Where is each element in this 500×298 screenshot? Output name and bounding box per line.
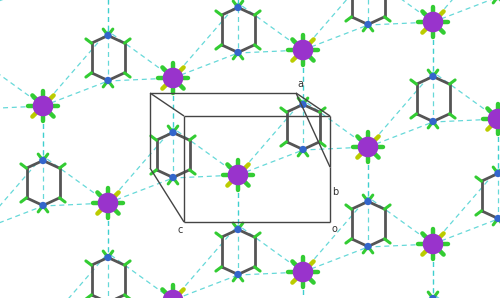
- Point: [104, 33, 112, 38]
- Point: [429, 20, 437, 24]
- Point: [234, 173, 242, 177]
- Point: [299, 48, 307, 52]
- Text: a: a: [297, 79, 303, 89]
- Text: b: b: [332, 187, 338, 197]
- Point: [234, 50, 242, 55]
- Point: [364, 22, 372, 27]
- Point: [234, 227, 242, 232]
- Point: [429, 242, 437, 246]
- Point: [494, 117, 500, 121]
- Point: [299, 102, 307, 107]
- Point: [169, 175, 177, 180]
- Point: [39, 104, 47, 108]
- Point: [429, 119, 437, 124]
- Point: [169, 76, 177, 80]
- Point: [104, 255, 112, 260]
- Point: [169, 130, 177, 135]
- Point: [429, 296, 437, 298]
- Point: [104, 78, 112, 83]
- Text: o: o: [332, 224, 338, 234]
- Text: c: c: [178, 225, 184, 235]
- Point: [364, 145, 372, 149]
- Point: [494, 171, 500, 176]
- Point: [234, 5, 242, 10]
- Point: [364, 244, 372, 249]
- Point: [39, 158, 47, 163]
- Point: [104, 201, 112, 205]
- Point: [299, 270, 307, 274]
- Point: [494, 216, 500, 221]
- Point: [364, 199, 372, 204]
- Point: [234, 272, 242, 277]
- Point: [299, 147, 307, 152]
- Point: [429, 74, 437, 79]
- Point: [39, 203, 47, 208]
